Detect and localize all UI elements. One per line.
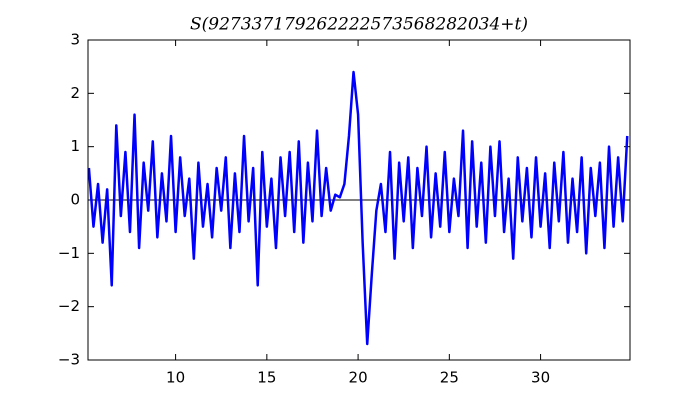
y-tick-label: 0 [70, 191, 80, 209]
x-tick-label: 20 [349, 369, 368, 387]
y-tick-label: 3 [70, 31, 80, 49]
chart-title: S(927337179262222573568282034+t) [190, 15, 528, 35]
x-tick-label: 25 [440, 369, 459, 387]
y-tick-label: −1 [58, 244, 80, 262]
y-tick-label: −2 [58, 297, 80, 315]
y-tick-label: 1 [70, 137, 80, 155]
x-tick-label: 10 [166, 369, 185, 387]
x-tick-label: 15 [257, 369, 276, 387]
y-tick-label: −3 [58, 351, 80, 369]
plot-frame [87, 39, 631, 361]
y-tick-label: 2 [70, 84, 80, 102]
x-tick-label: 30 [531, 369, 550, 387]
data-line [88, 70, 629, 346]
